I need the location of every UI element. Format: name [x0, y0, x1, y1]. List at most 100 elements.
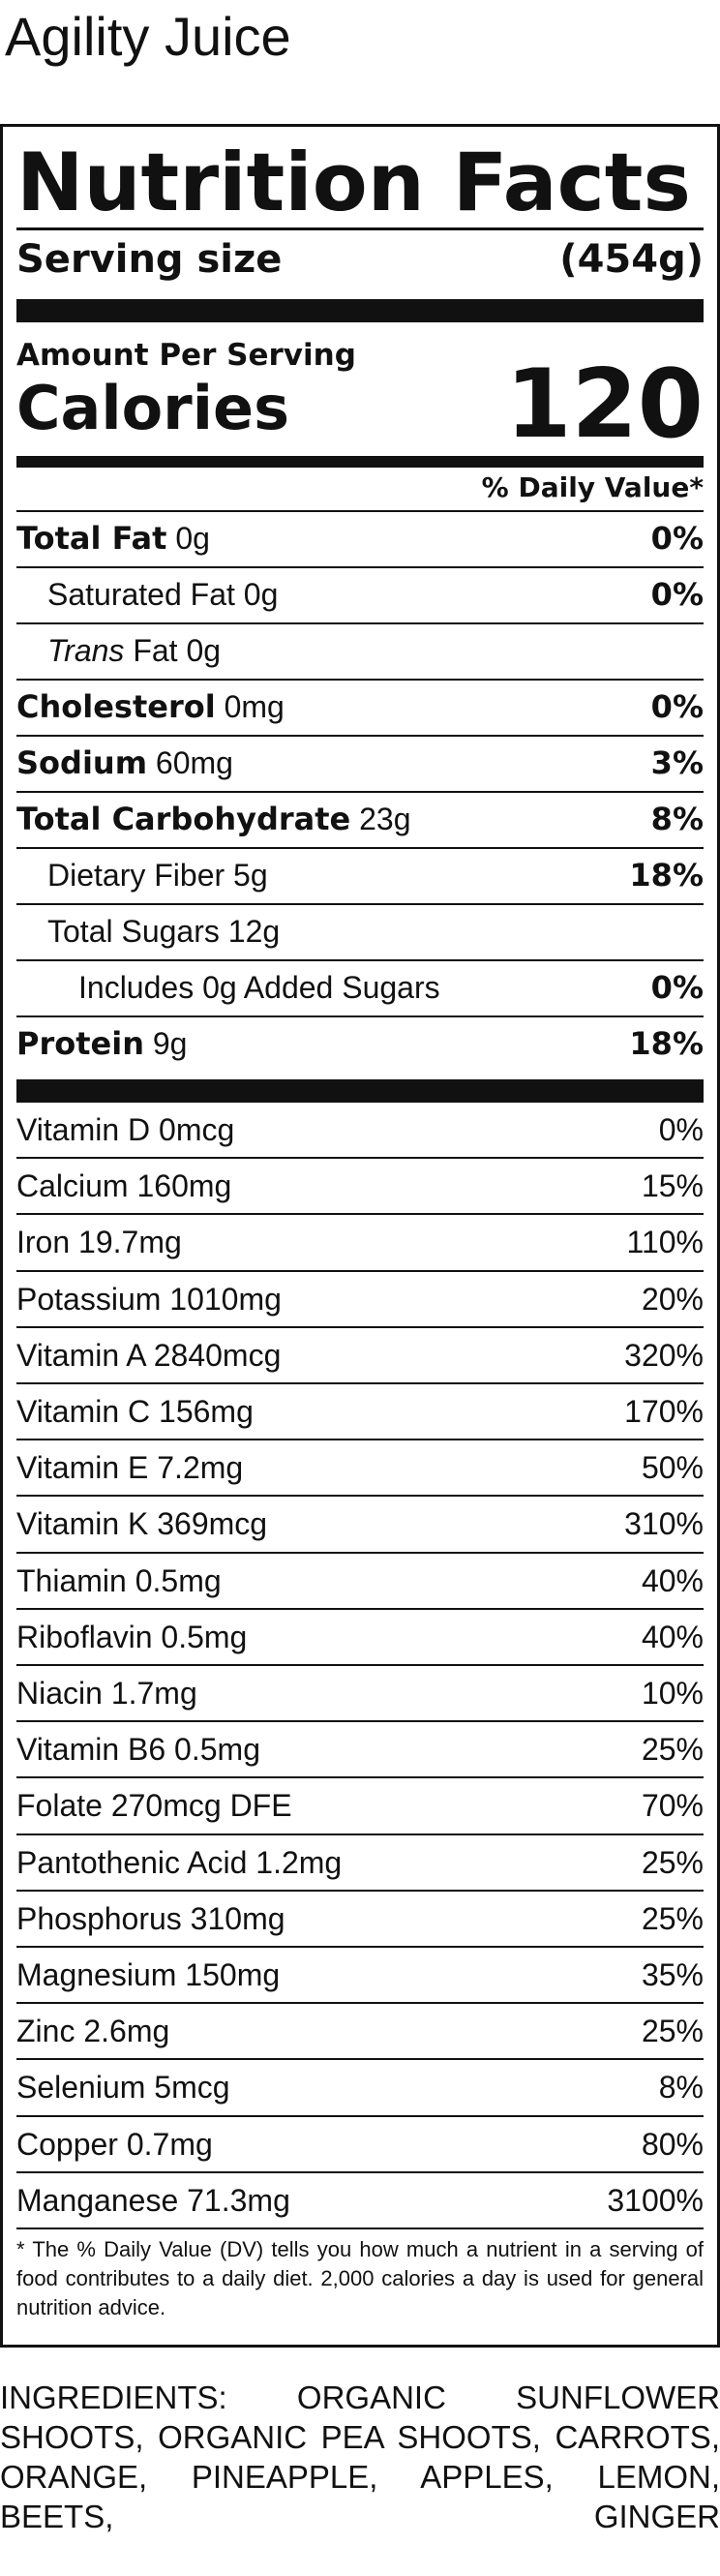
nutrient-name: Thiamin 0.5mg — [16, 1562, 222, 1598]
vitamin-mineral-row: Vitamin K 369mcg 310% — [16, 1497, 704, 1554]
vitamin-mineral-row: Vitamin D 0mcg 0% — [16, 1103, 704, 1160]
daily-value-percent: 18% — [629, 1025, 704, 1062]
daily-value-percent: 3% — [650, 744, 704, 781]
daily-value-percent: 320% — [624, 1337, 704, 1373]
nutrient-name: Magnesium 150mg — [16, 1957, 281, 1992]
nutrient-name: Niacin 1.7mg — [16, 1676, 197, 1711]
vitamin-mineral-row: Potassium 1010mg 20% — [16, 1272, 704, 1328]
nutrient-name: Includes 0g Added Sugars — [78, 961, 440, 1014]
nutrient-italic-label: Trans — [47, 633, 125, 668]
product-title: Agility Juice — [5, 6, 291, 67]
daily-value-percent: 0% — [658, 1112, 704, 1147]
nutrient-amount: 60mg — [155, 745, 233, 780]
daily-value-header: % Daily Value* — [481, 471, 704, 503]
daily-value-percent: 15% — [641, 1168, 704, 1204]
daily-value-percent: 70% — [641, 1788, 704, 1824]
daily-value-percent: 110% — [626, 1225, 704, 1260]
footnote: * The % Daily Value (DV) tells you how m… — [16, 2237, 704, 2319]
nutrient-row: Trans Fat 0g — [16, 624, 704, 681]
nutrient-name: Total Fat 0g — [16, 512, 210, 564]
thin-rule — [16, 510, 704, 512]
nutrient-name: Vitamin C 156mg — [16, 1394, 254, 1429]
nutrient-name: Iron 19.7mg — [16, 1225, 182, 1260]
nutrient-name: Trans Fat 0g — [47, 624, 221, 677]
calories-label: Calories — [16, 373, 289, 443]
serving-size-value: (454g) — [559, 237, 704, 282]
daily-value-percent: 20% — [641, 1281, 704, 1317]
thick-rule-1 — [16, 299, 704, 322]
nutrient-name: Vitamin A 2840mcg — [16, 1337, 282, 1373]
nutrient-name: Total Sugars 12g — [47, 905, 280, 957]
nutrient-name: Pantothenic Acid 1.2mg — [16, 1844, 343, 1880]
vitamin-mineral-row: Selenium 5mcg 8% — [16, 2060, 704, 2117]
vitamin-mineral-row: Thiamin 0.5mg 40% — [16, 1554, 704, 1610]
vitamin-mineral-row: Manganese 71.3mg 3100% — [16, 2173, 704, 2229]
nutrient-name: Protein 9g — [16, 1017, 187, 1070]
nutrient-name: Sodium 60mg — [16, 737, 233, 789]
panel-title: Nutrition Facts — [16, 136, 691, 229]
nutrient-amount: Includes 0g Added Sugars — [78, 970, 440, 1005]
nutrient-amount: Total Sugars 12g — [47, 914, 281, 949]
nutrient-row: Cholesterol 0mg 0% — [16, 681, 704, 737]
nutrient-name: Saturated Fat 0g — [47, 568, 278, 621]
vitamin-mineral-row: Copper 0.7mg 80% — [16, 2117, 704, 2173]
serving-size-label: Serving size — [16, 237, 283, 282]
nutrient-amount: 9g — [152, 1026, 188, 1061]
daily-value-percent: 50% — [641, 1450, 704, 1486]
daily-value-percent: 40% — [641, 1562, 704, 1598]
daily-value-percent: 0% — [650, 969, 704, 1006]
vitamin-mineral-row: Calcium 160mg 15% — [16, 1159, 704, 1216]
nutrient-name: Folate 270mcg DFE — [16, 1788, 292, 1824]
vitamin-mineral-row: Niacin 1.7mg 10% — [16, 1666, 704, 1723]
nutrient-bold-label: Total Carbohydrate — [16, 801, 351, 837]
nutrient-name: Cholesterol 0mg — [16, 681, 285, 733]
nutrient-row: Total Fat 0g 0% — [16, 512, 704, 568]
nutrient-name: Vitamin D 0mcg — [16, 1112, 235, 1147]
daily-value-percent: 18% — [629, 857, 704, 894]
ingredients: INGREDIENTS: ORGANIC SUNFLOWER SHOOTS, O… — [0, 2379, 720, 2534]
vitamin-mineral-row: Iron 19.7mg 110% — [16, 1215, 704, 1272]
nutrient-row: Dietary Fiber 5g 18% — [16, 849, 704, 905]
daily-value-percent: 8% — [658, 2070, 704, 2106]
nutrient-row: Saturated Fat 0g 0% — [16, 568, 704, 624]
nutrient-bold-label: Total Fat — [16, 520, 167, 557]
daily-value-percent: 0% — [650, 688, 704, 725]
nutrient-name: Riboflavin 0.5mg — [16, 1619, 248, 1654]
nutrition-facts-panel: Nutrition Facts Serving size (454g) Amou… — [0, 124, 720, 2348]
nutrient-amount: 0mg — [224, 689, 285, 724]
nutrient-name: Copper 0.7mg — [16, 2126, 213, 2162]
vitamin-mineral-row: Phosphorus 310mg 25% — [16, 1892, 704, 1948]
nutrient-bold-label: Sodium — [16, 744, 148, 781]
nutrient-amount: 23g — [359, 802, 411, 836]
daily-value-percent: 80% — [641, 2126, 704, 2162]
thick-rule-2 — [16, 456, 704, 468]
daily-value-percent: 310% — [624, 1506, 704, 1542]
nutrient-name: Zinc 2.6mg — [16, 2014, 170, 2049]
vitamin-mineral-row: Magnesium 150mg 35% — [16, 1948, 704, 2005]
nutrient-amount: Fat 0g — [133, 633, 222, 668]
nutrient-name: Vitamin B6 0.5mg — [16, 1732, 260, 1768]
vitamin-mineral-row: Folate 270mcg DFE 70% — [16, 1778, 704, 1835]
nutrient-amount: Dietary Fiber 5g — [47, 858, 268, 893]
calories-value: 120 — [505, 349, 704, 460]
nutrient-name: Manganese 71.3mg — [16, 2182, 290, 2218]
daily-value-percent: 170% — [624, 1394, 704, 1429]
serving-size-row: Serving size (454g) — [16, 235, 704, 286]
panel-inner: Nutrition Facts Serving size (454g) Amou… — [16, 127, 704, 2345]
nutrient-amount: 0g — [175, 521, 210, 556]
daily-value-percent: 0% — [650, 520, 704, 557]
nutrient-row: Includes 0g Added Sugars 0% — [16, 961, 704, 1017]
daily-value-percent: 25% — [641, 2014, 704, 2049]
thick-rule-3 — [16, 1079, 704, 1103]
nutrient-row: Total Sugars 12g — [16, 905, 704, 961]
nutrient-amount: Saturated Fat 0g — [47, 577, 279, 612]
daily-value-percent: 25% — [641, 1732, 704, 1768]
nutrient-name: Total Carbohydrate 23g — [16, 793, 411, 845]
nutrient-name: Selenium 5mcg — [16, 2070, 230, 2106]
vitamin-mineral-row: Riboflavin 0.5mg 40% — [16, 1610, 704, 1666]
daily-value-percent: 8% — [650, 801, 704, 837]
nutrient-name: Dietary Fiber 5g — [47, 849, 268, 901]
nutrient-bold-label: Protein — [16, 1025, 144, 1062]
vitamin-mineral-row: Vitamin B6 0.5mg 25% — [16, 1722, 704, 1779]
nutrient-row: Protein 9g 18% — [16, 1017, 704, 1074]
